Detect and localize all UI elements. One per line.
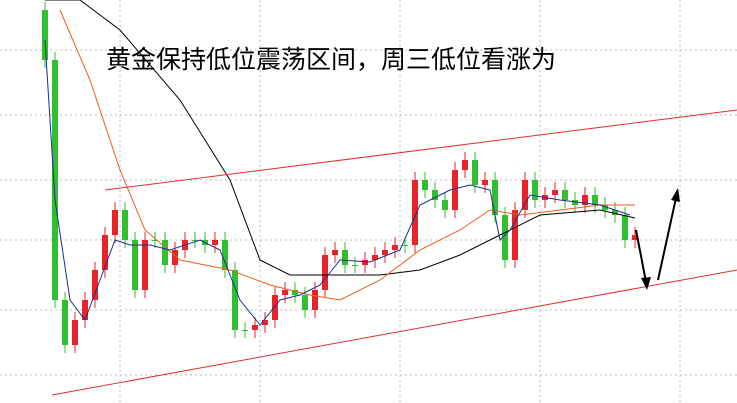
arrows bbox=[635, 188, 680, 290]
candle-body bbox=[602, 205, 608, 210]
candle-body bbox=[372, 255, 378, 260]
candle-body bbox=[612, 210, 618, 215]
candle-body bbox=[52, 60, 58, 300]
candle-body bbox=[452, 170, 458, 210]
candle-body bbox=[572, 200, 578, 205]
candle-body bbox=[352, 265, 358, 266]
arrow bbox=[635, 229, 647, 283]
plot bbox=[42, 0, 638, 353]
candle-body bbox=[472, 160, 478, 185]
candle-body bbox=[62, 300, 68, 345]
candle-body bbox=[552, 190, 558, 195]
candle-body bbox=[322, 255, 328, 290]
candle-body bbox=[212, 240, 218, 245]
candle-body bbox=[232, 270, 238, 330]
candle-body bbox=[402, 245, 408, 246]
arrow-head bbox=[671, 188, 680, 202]
candle-body bbox=[582, 195, 588, 205]
candle-body bbox=[632, 235, 638, 240]
candle-body bbox=[302, 295, 308, 310]
candle-body bbox=[42, 10, 48, 60]
candle-body bbox=[512, 210, 518, 260]
arrow bbox=[657, 197, 677, 281]
candle-body bbox=[162, 240, 168, 265]
candle-body bbox=[112, 210, 118, 235]
candle-body bbox=[462, 160, 468, 170]
channel-line bbox=[51, 269, 737, 396]
candle-body bbox=[622, 215, 628, 240]
candle-body bbox=[242, 330, 248, 331]
candle-body bbox=[272, 295, 278, 320]
candle-body bbox=[282, 290, 288, 295]
candle-body bbox=[132, 240, 138, 290]
candle-body bbox=[532, 180, 538, 200]
candle-body bbox=[92, 270, 98, 300]
candle-body bbox=[122, 210, 128, 240]
candle-body bbox=[222, 240, 228, 270]
candle-body bbox=[312, 290, 318, 310]
candle-body bbox=[72, 320, 78, 345]
candle-body bbox=[382, 250, 388, 255]
channel-line bbox=[104, 109, 737, 191]
candle-body bbox=[482, 180, 488, 185]
arrow-head bbox=[641, 277, 651, 290]
chart-title: 黄金保持低位震荡区间，周三低位看涨为 bbox=[106, 45, 556, 74]
candle-body bbox=[362, 260, 368, 265]
candle-body bbox=[152, 240, 158, 241]
candle-body bbox=[262, 320, 268, 325]
moving-average bbox=[44, 39, 631, 326]
candle-body bbox=[292, 290, 298, 295]
candle-body bbox=[332, 250, 338, 255]
moving-average bbox=[59, 9, 635, 301]
candle-body bbox=[192, 240, 198, 241]
moving-average bbox=[45, 0, 636, 276]
candle-body bbox=[562, 190, 568, 200]
candle-body bbox=[492, 180, 498, 215]
candle-body bbox=[442, 200, 448, 210]
candle-body bbox=[392, 245, 398, 250]
candle-body bbox=[172, 250, 178, 265]
candle-body bbox=[252, 325, 258, 330]
candle-body bbox=[142, 240, 148, 290]
candle-body bbox=[522, 180, 528, 210]
candle-body bbox=[502, 215, 508, 260]
candle-body bbox=[102, 235, 108, 270]
candle-body bbox=[82, 300, 88, 320]
candle-body bbox=[432, 190, 438, 200]
candle-body bbox=[342, 250, 348, 265]
candle-body bbox=[592, 195, 598, 205]
candle-body bbox=[422, 180, 428, 190]
candle-body bbox=[412, 180, 418, 245]
